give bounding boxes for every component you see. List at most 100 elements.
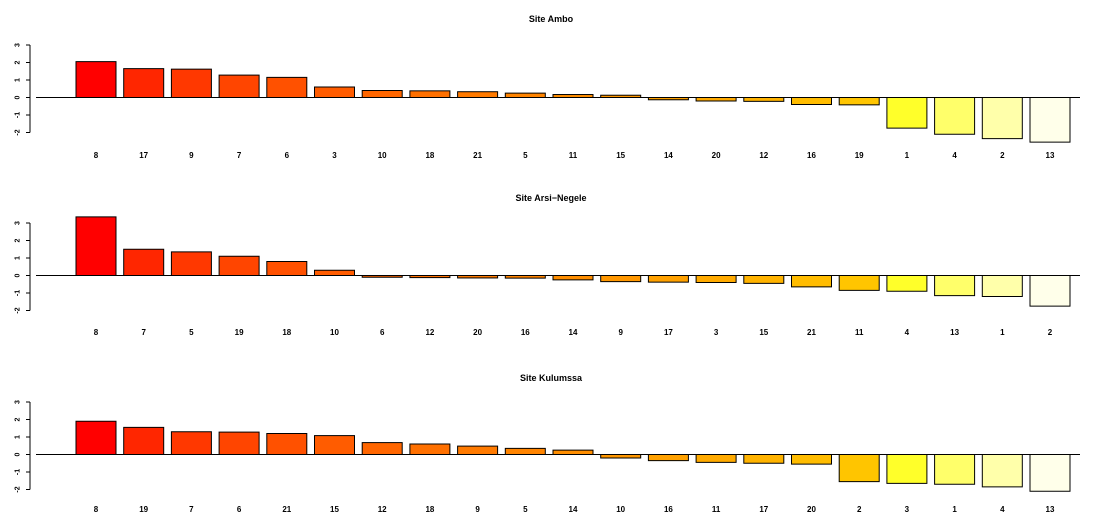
x-tick-label: 17	[759, 505, 768, 513]
y-tick-label: 0	[15, 95, 22, 99]
x-tick-label: 17	[139, 151, 148, 160]
bar	[934, 454, 976, 485]
y-tick-label: 2	[15, 238, 22, 242]
x-tick-label: 11	[712, 505, 721, 513]
y-tick-label: 3	[15, 400, 22, 404]
bar	[838, 97, 880, 106]
bar	[409, 443, 451, 455]
x-tick-label: 1	[952, 505, 957, 513]
bar	[695, 97, 737, 102]
x-tick-label: 10	[616, 505, 625, 513]
bar	[170, 251, 212, 276]
x-tick-label: 6	[285, 151, 290, 160]
bar	[266, 261, 308, 276]
y-tick-label: 3	[15, 221, 22, 225]
x-tick-label: 16	[664, 505, 673, 513]
x-tick-label: 13	[1046, 505, 1055, 513]
bar	[409, 275, 451, 279]
x-tick-label: 3	[714, 328, 719, 337]
y-tick-label: 1	[15, 435, 22, 439]
bar	[170, 68, 212, 99]
bar	[552, 449, 594, 455]
bar	[552, 275, 594, 281]
x-tick-label: 16	[521, 328, 530, 337]
bar	[361, 90, 403, 98]
bar	[791, 275, 832, 288]
x-tick-label: 7	[237, 151, 242, 160]
bar	[123, 68, 165, 98]
bar	[266, 76, 308, 98]
x-tick-label: 9	[618, 328, 623, 337]
x-tick-label: 14	[569, 328, 578, 337]
x-tick-label: 3	[905, 505, 910, 513]
chart-title: Site Ambo	[529, 14, 574, 24]
x-tick-label: 8	[94, 151, 99, 160]
x-tick-label: 13	[950, 328, 959, 337]
bar	[981, 454, 1023, 488]
bar	[886, 275, 928, 292]
x-tick-label: 3	[332, 151, 337, 160]
bar	[75, 216, 117, 276]
y-tick-label: 0	[15, 452, 22, 456]
y-tick-label: 2	[15, 417, 22, 421]
bar	[934, 97, 976, 135]
bar	[743, 454, 785, 464]
bar	[218, 255, 260, 276]
y-tick-label: -1	[15, 290, 22, 296]
bar	[600, 454, 642, 459]
bar	[647, 97, 689, 101]
bar	[981, 97, 1023, 140]
bar	[504, 447, 546, 455]
x-tick-label: 6	[237, 505, 242, 513]
y-tick-label: -1	[15, 469, 22, 475]
bar	[695, 454, 737, 463]
chart-title: Site Arsi−Negele	[516, 193, 587, 203]
bar	[123, 248, 165, 276]
x-tick-label: 21	[807, 328, 816, 337]
x-tick-label: 8	[94, 505, 99, 513]
bar	[552, 94, 594, 99]
x-tick-label: 5	[523, 505, 528, 513]
y-tick-label: 0	[15, 273, 22, 277]
x-tick-label: 7	[189, 505, 194, 513]
x-tick-label: 2	[857, 505, 862, 513]
bar	[1029, 97, 1071, 143]
bar	[123, 426, 165, 455]
bar	[838, 275, 880, 291]
bar	[1029, 454, 1071, 492]
y-tick-label: -2	[15, 307, 22, 313]
bar	[457, 91, 499, 98]
bar	[75, 420, 117, 455]
x-tick-label: 12	[425, 328, 434, 337]
x-tick-label: 16	[807, 151, 816, 160]
x-tick-label: 21	[473, 151, 482, 160]
x-tick-label: 14	[569, 505, 578, 513]
x-tick-label: 7	[141, 328, 146, 337]
x-tick-label: 19	[235, 328, 244, 337]
x-tick-label: 2	[1000, 151, 1005, 160]
bar	[504, 92, 546, 98]
x-tick-label: 5	[189, 328, 194, 337]
bar	[647, 275, 689, 283]
x-tick-label: 5	[523, 151, 528, 160]
bar	[1029, 275, 1071, 307]
x-tick-label: 20	[807, 505, 816, 513]
x-tick-label: 20	[712, 151, 721, 160]
bar	[218, 431, 260, 456]
x-tick-label: 9	[475, 505, 480, 513]
x-tick-label: 15	[616, 151, 625, 160]
y-tick-label: 2	[15, 60, 22, 64]
x-tick-label: 15	[330, 505, 339, 513]
x-tick-label: 1	[905, 151, 910, 160]
x-tick-label: 4	[1000, 505, 1005, 513]
bar	[361, 442, 403, 456]
x-tick-label: 9	[189, 151, 194, 160]
bar	[504, 275, 546, 279]
x-tick-label: 21	[282, 505, 291, 513]
bar	[218, 74, 260, 98]
x-tick-label: 12	[759, 151, 768, 160]
x-tick-label: 15	[759, 328, 768, 337]
